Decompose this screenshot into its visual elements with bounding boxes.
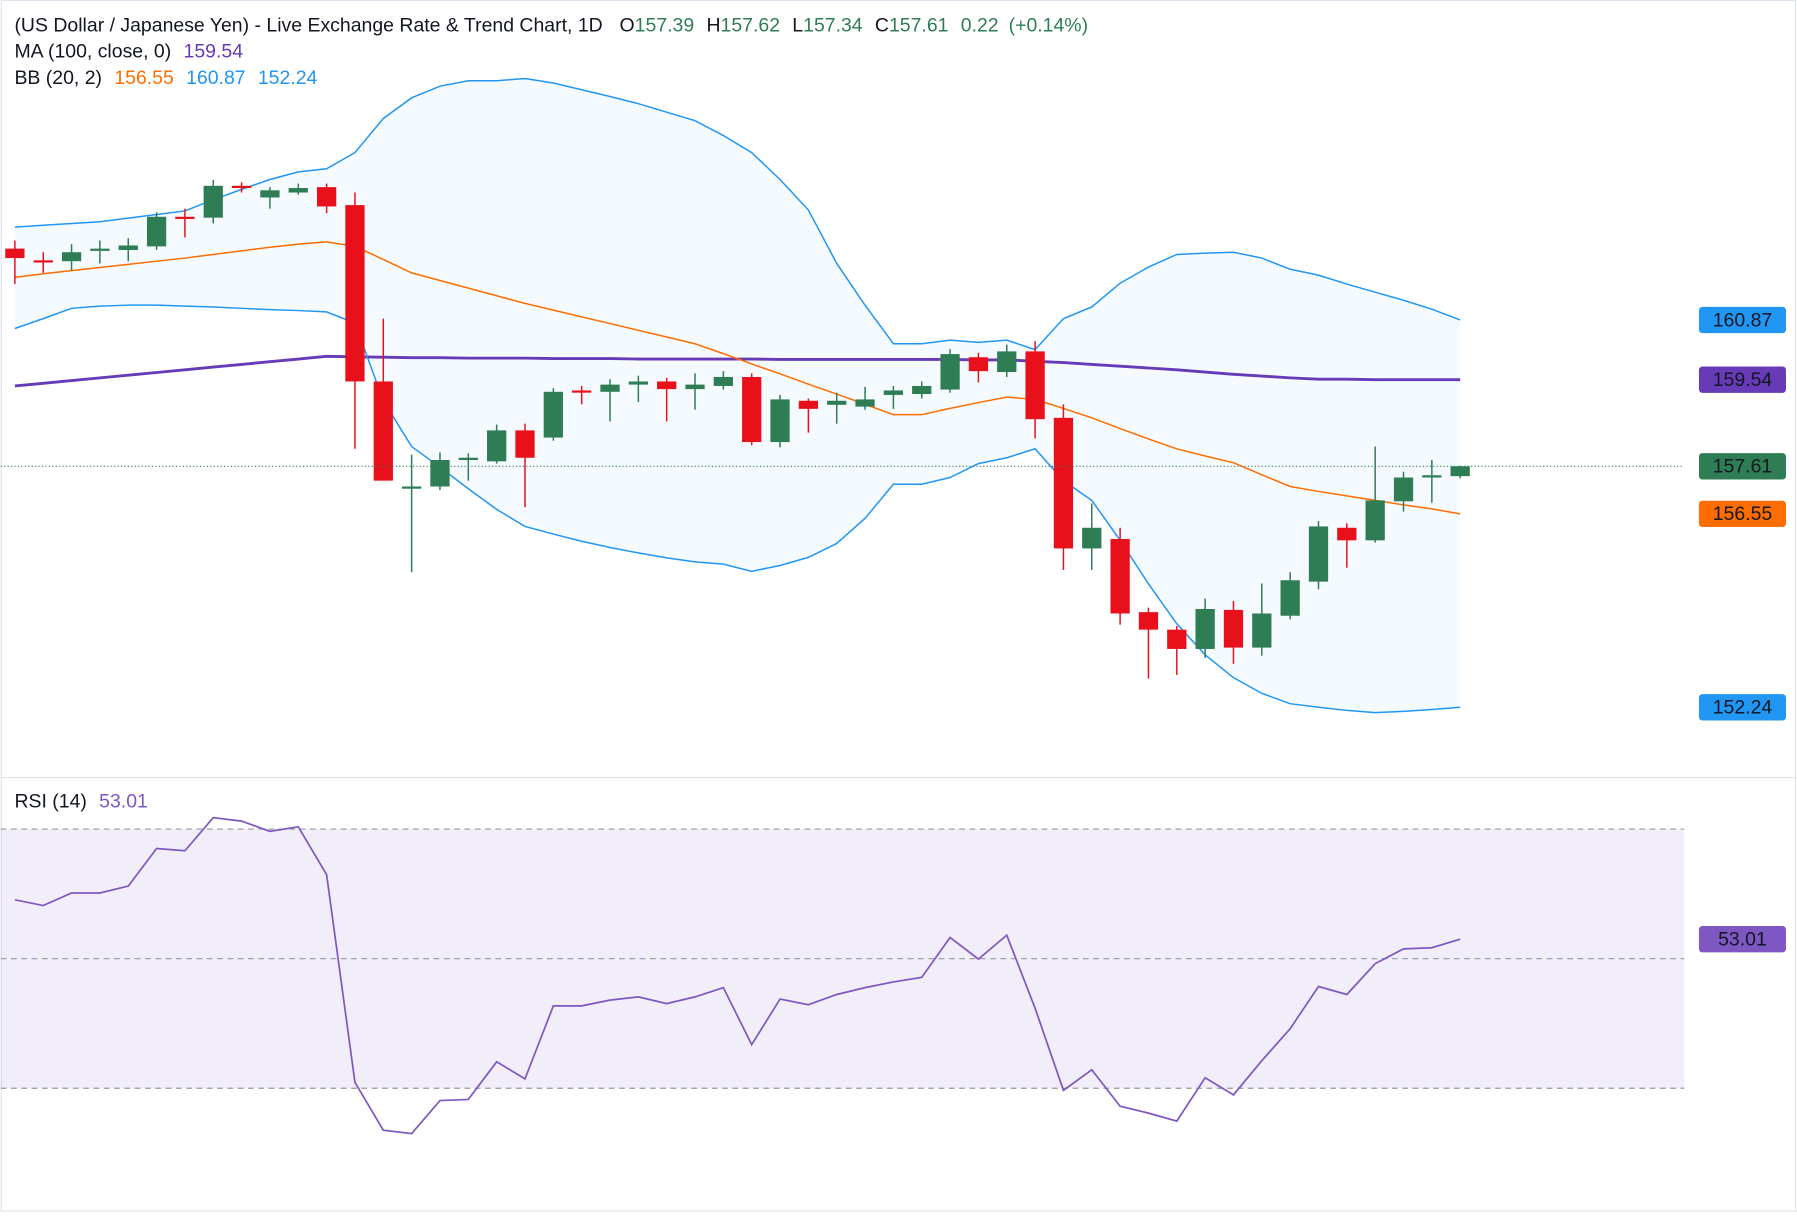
candle-body	[1082, 527, 1102, 549]
ohlc-label: H	[706, 14, 720, 36]
change-pct: (+0.14%)	[1009, 14, 1088, 36]
ma-name: MA (100, close, 0)	[14, 41, 171, 63]
bb-basis-badge-label: 156.55	[1713, 503, 1773, 525]
indicator-line	[14, 304, 1461, 714]
close-badge-label: 157.61	[1713, 456, 1773, 478]
change: 0.22	[961, 14, 999, 36]
candle-body	[770, 399, 790, 443]
rsi-name: RSI (14)	[14, 791, 86, 813]
candle-body	[345, 205, 365, 382]
ohlc-label: O	[620, 14, 635, 36]
high-value: 157.62	[721, 14, 781, 36]
candle-body	[798, 400, 819, 409]
bb-upper-badge	[1698, 306, 1786, 334]
rsi-value: 53.01	[99, 791, 148, 813]
candle-body	[1422, 475, 1442, 478]
indicator-line	[14, 77, 1461, 351]
candle-body	[118, 245, 138, 250]
ohlc-label: C	[875, 14, 889, 36]
candle-body	[1195, 609, 1215, 649]
candle-body	[146, 216, 167, 247]
candle-body	[5, 248, 25, 259]
bb-legend: BB (20, 2) 156.55 160.87 152.24	[14, 67, 317, 89]
candle-body	[628, 381, 648, 385]
candle-body	[883, 390, 904, 395]
candle-body	[713, 376, 733, 386]
bb-basis-badge	[1698, 500, 1786, 528]
candle-body	[231, 185, 252, 189]
candle-body	[1110, 538, 1130, 614]
rsi-badge-label: 53.01	[1718, 928, 1767, 950]
candle-body	[373, 381, 393, 481]
candle-body	[1365, 500, 1385, 541]
candle-body	[1308, 526, 1329, 582]
close-value: 157.61	[889, 14, 949, 36]
candle-body	[316, 187, 337, 207]
title: (US Dollar / Japanese Yen) - Live Exchan…	[14, 14, 602, 36]
candle-body	[33, 260, 53, 263]
candle-body	[90, 248, 110, 251]
candle-body	[1223, 609, 1244, 648]
candle-body	[515, 430, 535, 458]
bb-name: BB (20, 2)	[14, 67, 102, 89]
candle-body	[912, 385, 932, 395]
candle-body	[827, 400, 847, 405]
labels: 160.87 159.54 157.61 156.55 152.24 53.01	[1698, 306, 1786, 953]
ma-value: 159.54	[184, 41, 244, 63]
candle-body	[401, 486, 422, 489]
bb-upper-badge-label: 160.87	[1713, 309, 1773, 331]
candle-body	[657, 381, 677, 390]
candle-body	[458, 457, 478, 461]
bb-lower-badge	[1698, 694, 1786, 721]
candle-body	[1167, 629, 1187, 649]
candle-body	[61, 252, 82, 262]
candle-body	[940, 354, 960, 390]
candle-body	[487, 430, 507, 462]
candle-body	[742, 376, 762, 443]
ma-badge-label: 159.54	[1713, 369, 1773, 391]
candle-body	[175, 216, 195, 220]
candle-body	[1337, 527, 1357, 541]
open-value: 157.39	[635, 14, 695, 36]
rsi-line	[14, 816, 1461, 1135]
rsi-badge	[1698, 925, 1786, 953]
ma-badge	[1698, 366, 1786, 393]
rsi-legend: RSI (14) 53.01	[14, 791, 147, 813]
candle-body	[430, 460, 450, 487]
ohlc-label: L	[792, 14, 803, 36]
candle-body	[1393, 477, 1414, 502]
candle-body	[1025, 351, 1045, 420]
candle-body	[968, 357, 989, 372]
candle-body	[1053, 417, 1074, 549]
candle-body	[1252, 613, 1272, 648]
bb-upper-value: 160.87	[186, 67, 246, 89]
bb-fill	[14, 78, 1461, 713]
candle-body	[600, 384, 620, 392]
ma-legend: MA (100, close, 0) 159.54	[14, 41, 243, 63]
candle-body	[543, 391, 563, 438]
candle-body	[203, 185, 223, 218]
candle-body	[855, 399, 875, 407]
indicator-line	[14, 241, 1461, 515]
candle-body	[1138, 612, 1159, 630]
candle-body	[572, 390, 592, 393]
candle-body	[1450, 466, 1470, 477]
candle-body	[997, 351, 1017, 373]
header-line: (US Dollar / Japanese Yen) - Live Exchan…	[14, 14, 1088, 36]
candle-body	[260, 190, 280, 198]
candle-body	[288, 188, 308, 193]
candle-body	[1280, 580, 1300, 616]
candle-body	[685, 384, 705, 390]
bb-lower-value: 152.24	[258, 67, 318, 89]
bb-lower-badge-label: 152.24	[1713, 697, 1773, 719]
low-value: 157.34	[803, 14, 863, 36]
bb-basis-value: 156.55	[114, 67, 174, 89]
marks	[0, 77, 1685, 1135]
close-badge	[1698, 453, 1786, 480]
